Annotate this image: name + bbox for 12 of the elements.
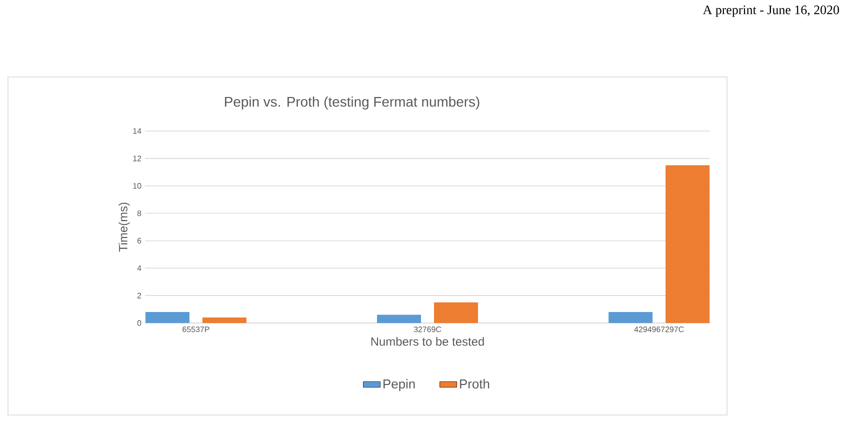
legend-label: Proth: [460, 379, 490, 389]
bar: [377, 314, 422, 323]
bar: [202, 318, 246, 323]
bar: [608, 312, 653, 323]
y-axis-title: Time(ms): [118, 202, 130, 252]
bar: [434, 302, 478, 323]
x-axis-title: Numbers to be tested: [371, 337, 484, 346]
legend-label: Pepin: [384, 379, 415, 392]
bar: [145, 312, 190, 323]
chart-title: Pepin vs. Proth (testing Fermat numbers): [224, 96, 480, 110]
text: A preprint - June 16, 2020: [702, 6, 839, 17]
bar: [666, 165, 710, 323]
